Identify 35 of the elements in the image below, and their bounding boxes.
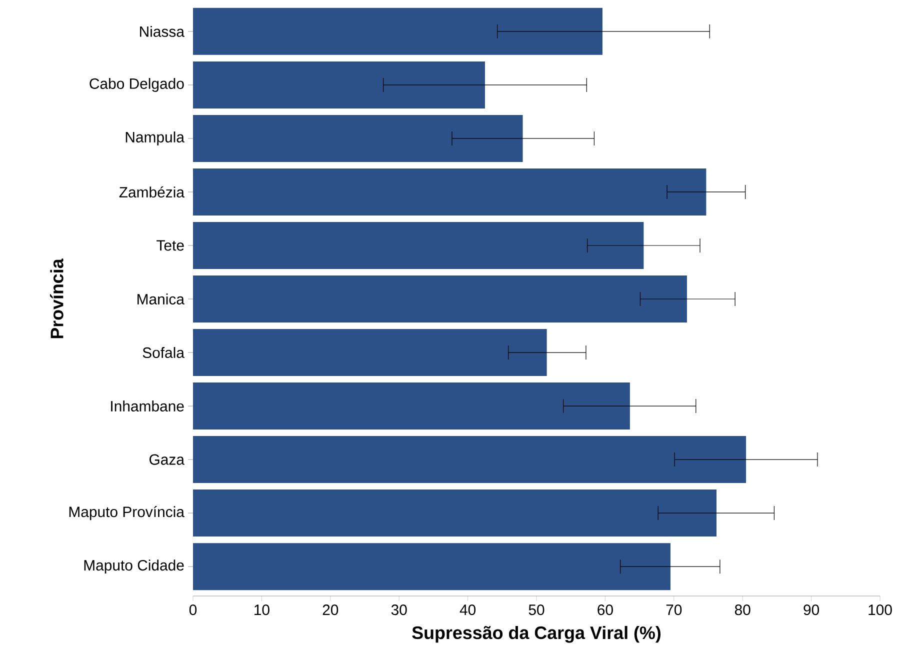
y-tick-label: Inhambane	[111, 400, 184, 412]
y-tick-label: Manica	[138, 294, 184, 304]
x-tick-label: 70	[666, 604, 682, 616]
x-tick-label: 50	[528, 604, 544, 616]
y-tick-label: Gaza	[150, 454, 184, 465]
x-tick-label: 40	[460, 604, 476, 616]
bar	[193, 8, 602, 55]
y-tick-label: Cabo Delgado	[90, 78, 184, 92]
bar	[193, 61, 485, 108]
y-tick-label: Maputo Cidade	[84, 560, 184, 574]
y-tick-label: Maputo Província	[69, 506, 184, 520]
bar	[193, 490, 716, 537]
x-tick-label: 100	[868, 604, 892, 616]
y-tick-label: Nampula	[126, 131, 184, 146]
bar	[193, 436, 746, 484]
bar	[193, 382, 630, 430]
x-tick-label: 30	[391, 604, 407, 616]
bar	[193, 222, 644, 269]
x-tick-label: 60	[598, 604, 613, 616]
bar	[193, 543, 670, 590]
bar	[193, 276, 687, 323]
x-tick-label: 0	[189, 604, 197, 616]
y-tick-label: Sofala	[142, 347, 184, 358]
y-tick-label: Niassa	[140, 26, 184, 37]
bar	[193, 114, 523, 162]
x-tick-label: 90	[804, 604, 820, 616]
x-axis-title: Supressão da Carga Viral (%)	[412, 626, 660, 643]
y-axis-title: Província	[50, 258, 64, 338]
x-tick-label: 80	[734, 604, 750, 616]
y-tick-label: Tete	[156, 240, 184, 251]
bar	[193, 329, 547, 376]
x-tick-label: 20	[322, 604, 338, 616]
x-tick-label: 10	[254, 604, 270, 616]
y-tick-label: Zambézia	[119, 186, 184, 198]
bar	[193, 168, 706, 216]
